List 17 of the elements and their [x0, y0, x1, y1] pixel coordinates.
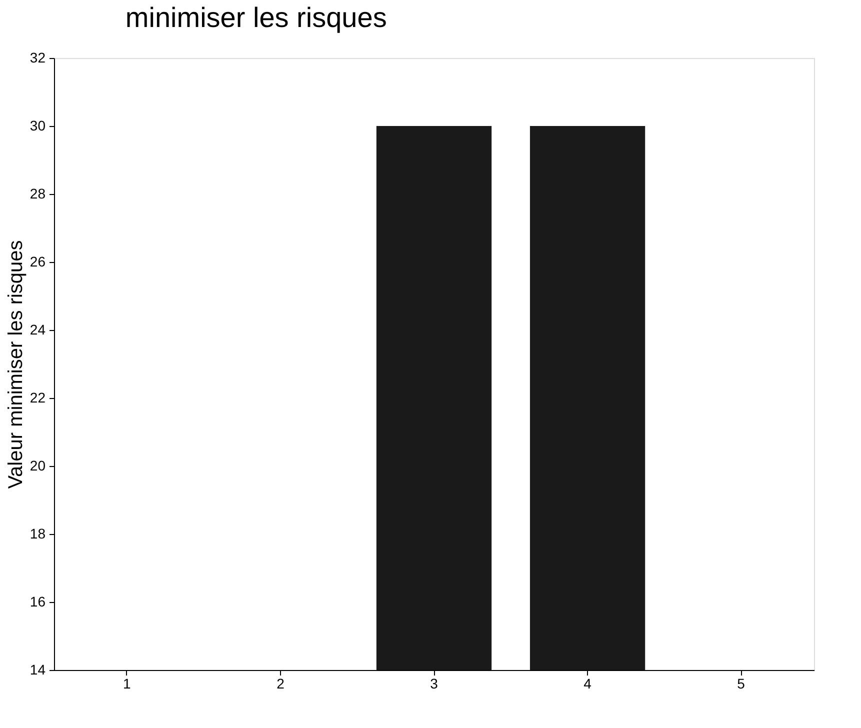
y-tick-label: 26 — [30, 254, 46, 270]
y-tick-label: 32 — [30, 50, 46, 66]
y-tick-label: 14 — [30, 662, 46, 678]
y-tick-label: 16 — [30, 594, 46, 610]
y-tick-label: 24 — [30, 322, 46, 338]
x-tick-label: 3 — [430, 676, 438, 692]
y-tick-label: 20 — [30, 458, 46, 474]
x-tick-label: 2 — [276, 676, 285, 692]
y-tick-label: 18 — [30, 526, 46, 542]
y-axis-title: Valeur minimiser les risques — [4, 240, 27, 489]
chart-title: minimiser les risques — [125, 2, 387, 33]
x-tick-label: 1 — [123, 676, 132, 692]
x-tick-label: 5 — [737, 676, 746, 692]
y-tick-label: 28 — [30, 186, 46, 202]
y-tick-label: 30 — [30, 118, 46, 134]
y-tick-label: 22 — [30, 390, 46, 406]
x-tick-label: 4 — [584, 676, 592, 692]
